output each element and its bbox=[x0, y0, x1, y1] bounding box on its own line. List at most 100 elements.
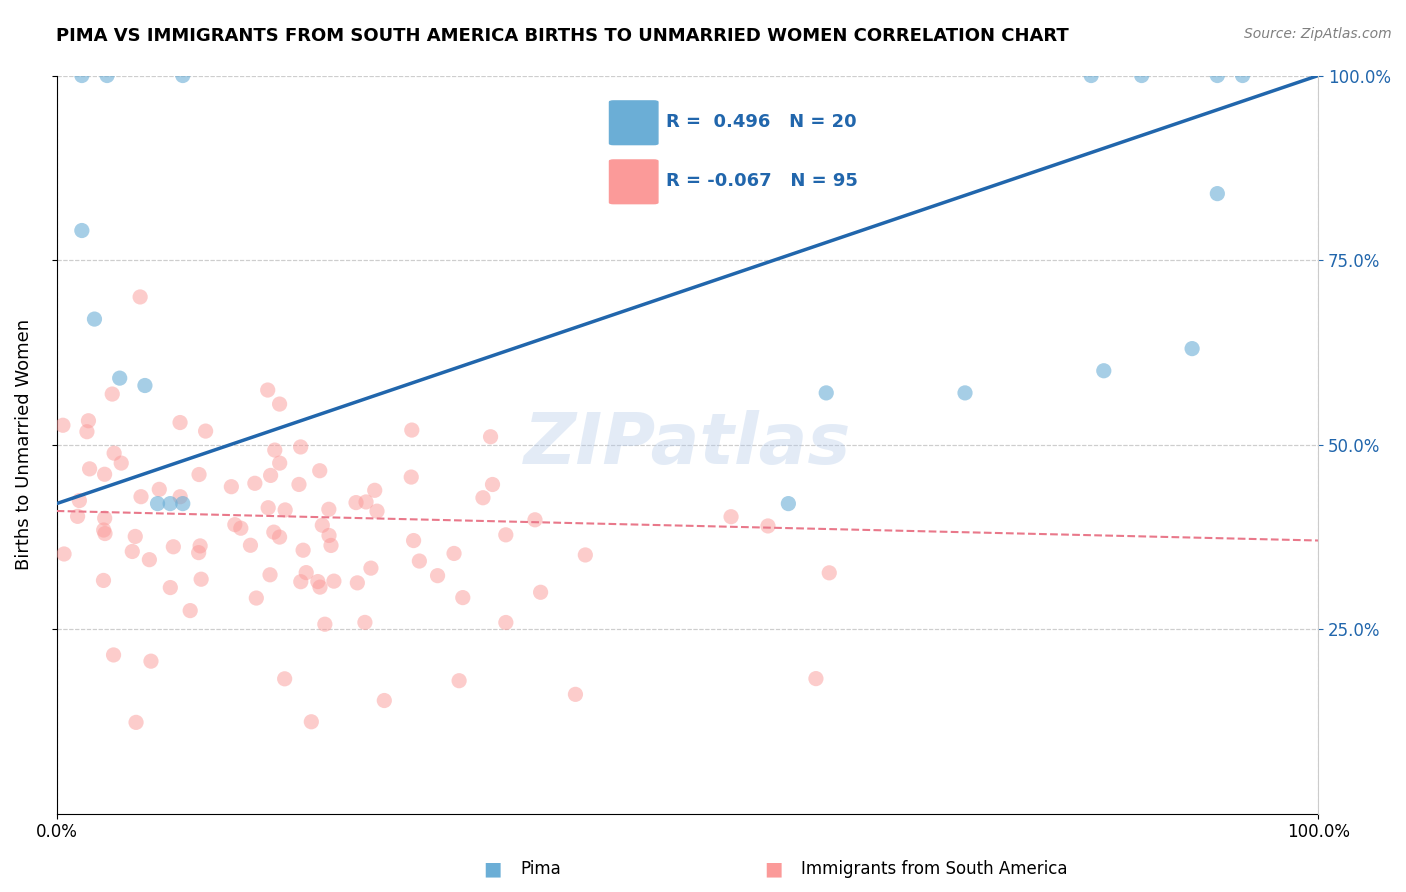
Pima bbox=[134, 378, 156, 392]
Immigrants from South America bbox=[229, 521, 252, 535]
Immigrants from South America bbox=[318, 528, 340, 542]
Immigrants from South America bbox=[169, 490, 191, 504]
Immigrants from South America bbox=[138, 552, 160, 566]
Immigrants from South America bbox=[194, 424, 217, 438]
Immigrants from South America bbox=[322, 574, 344, 588]
Pima bbox=[1206, 69, 1229, 83]
Immigrants from South America bbox=[360, 561, 382, 575]
Immigrants from South America bbox=[523, 513, 546, 527]
Immigrants from South America bbox=[103, 446, 125, 460]
Immigrants from South America bbox=[93, 523, 115, 537]
Immigrants from South America bbox=[139, 654, 162, 668]
Immigrants from South America bbox=[67, 493, 90, 508]
Immigrants from South America bbox=[162, 540, 184, 554]
Immigrants from South America bbox=[451, 591, 474, 605]
Pima bbox=[172, 69, 194, 83]
Immigrants from South America bbox=[426, 568, 449, 582]
Immigrants from South America bbox=[129, 490, 152, 504]
Pima bbox=[108, 371, 131, 385]
Immigrants from South America bbox=[564, 687, 586, 701]
Immigrants from South America bbox=[292, 543, 315, 558]
Immigrants from South America bbox=[346, 575, 368, 590]
Immigrants from South America bbox=[481, 477, 503, 491]
Immigrants from South America bbox=[256, 383, 278, 397]
Immigrants from South America bbox=[263, 525, 285, 540]
Immigrants from South America bbox=[52, 418, 75, 433]
Immigrants from South America bbox=[720, 509, 742, 524]
Immigrants from South America bbox=[402, 533, 425, 548]
Pima bbox=[172, 497, 194, 511]
Pima bbox=[96, 69, 118, 83]
Pima bbox=[1232, 69, 1254, 83]
Immigrants from South America bbox=[93, 467, 115, 482]
Immigrants from South America bbox=[66, 509, 89, 524]
Immigrants from South America bbox=[94, 526, 117, 541]
Immigrants from South America bbox=[187, 546, 209, 560]
Immigrants from South America bbox=[314, 617, 336, 632]
Immigrants from South America bbox=[257, 500, 280, 515]
Immigrants from South America bbox=[148, 483, 170, 497]
Immigrants from South America bbox=[243, 476, 266, 491]
Immigrants from South America bbox=[290, 440, 312, 454]
Immigrants from South America bbox=[124, 529, 146, 543]
Pima bbox=[146, 497, 169, 511]
Immigrants from South America bbox=[818, 566, 841, 580]
Immigrants from South America bbox=[311, 518, 333, 533]
Immigrants from South America bbox=[269, 397, 291, 411]
Immigrants from South America bbox=[76, 425, 98, 439]
Text: PIMA VS IMMIGRANTS FROM SOUTH AMERICA BIRTHS TO UNMARRIED WOMEN CORRELATION CHAR: PIMA VS IMMIGRANTS FROM SOUTH AMERICA BI… bbox=[56, 27, 1069, 45]
Pima bbox=[1181, 342, 1204, 356]
Pima bbox=[778, 497, 800, 511]
Immigrants from South America bbox=[77, 414, 100, 428]
Text: ■: ■ bbox=[482, 859, 502, 878]
Immigrants from South America bbox=[274, 503, 297, 517]
Text: ZIPatlas: ZIPatlas bbox=[524, 410, 851, 479]
Pima bbox=[1130, 69, 1153, 83]
Immigrants from South America bbox=[495, 615, 517, 630]
Immigrants from South America bbox=[471, 491, 494, 505]
Immigrants from South America bbox=[344, 495, 367, 509]
Immigrants from South America bbox=[804, 672, 827, 686]
Immigrants from South America bbox=[79, 462, 101, 476]
Immigrants from South America bbox=[101, 387, 124, 401]
Text: Immigrants from South America: Immigrants from South America bbox=[801, 860, 1069, 878]
Pima bbox=[815, 385, 838, 400]
Immigrants from South America bbox=[221, 480, 243, 494]
Immigrants from South America bbox=[259, 468, 281, 483]
Immigrants from South America bbox=[188, 467, 211, 482]
Immigrants from South America bbox=[259, 567, 281, 582]
Immigrants from South America bbox=[308, 464, 330, 478]
Immigrants from South America bbox=[319, 538, 342, 552]
Immigrants from South America bbox=[239, 538, 262, 552]
Text: Source: ZipAtlas.com: Source: ZipAtlas.com bbox=[1244, 27, 1392, 41]
Pima bbox=[1080, 69, 1102, 83]
Immigrants from South America bbox=[443, 546, 465, 560]
Immigrants from South America bbox=[449, 673, 471, 688]
Immigrants from South America bbox=[366, 504, 388, 518]
Pima bbox=[70, 69, 93, 83]
Immigrants from South America bbox=[318, 502, 340, 516]
Immigrants from South America bbox=[399, 470, 422, 484]
Immigrants from South America bbox=[93, 511, 115, 525]
Pima bbox=[1092, 364, 1115, 378]
Immigrants from South America bbox=[756, 519, 779, 533]
Immigrants from South America bbox=[529, 585, 551, 599]
Immigrants from South America bbox=[290, 574, 312, 589]
Immigrants from South America bbox=[273, 672, 295, 686]
Immigrants from South America bbox=[408, 554, 430, 568]
Immigrants from South America bbox=[307, 574, 329, 589]
Immigrants from South America bbox=[295, 566, 318, 580]
Immigrants from South America bbox=[364, 483, 387, 498]
Immigrants from South America bbox=[103, 648, 125, 662]
Immigrants from South America bbox=[125, 715, 148, 730]
Immigrants from South America bbox=[179, 604, 201, 618]
Immigrants from South America bbox=[269, 456, 291, 470]
Immigrants from South America bbox=[269, 530, 291, 544]
Immigrants from South America bbox=[224, 517, 246, 532]
Immigrants from South America bbox=[129, 290, 152, 304]
Immigrants from South America bbox=[495, 528, 517, 542]
Immigrants from South America bbox=[288, 477, 311, 491]
Immigrants from South America bbox=[354, 615, 377, 630]
Pima bbox=[1206, 186, 1229, 201]
Pima bbox=[70, 223, 93, 237]
